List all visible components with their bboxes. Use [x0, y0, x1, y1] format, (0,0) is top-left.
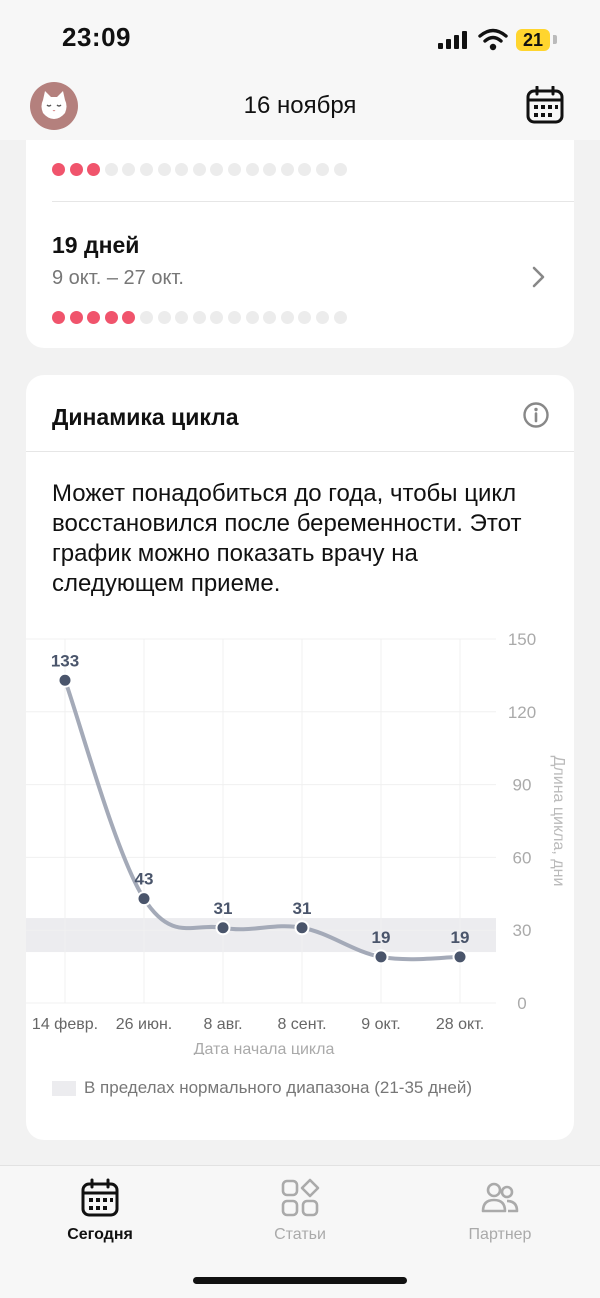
day-dot-empty: [298, 163, 312, 176]
day-dot-empty: [122, 163, 136, 176]
x-tick-label: 9 окт.: [361, 1016, 400, 1033]
day-dot-filled: [69, 311, 83, 324]
calendar-icon[interactable]: [526, 86, 564, 124]
calendar-icon: [81, 1178, 119, 1217]
day-dot-empty: [228, 163, 241, 176]
tab-articles[interactable]: Статьи: [230, 1178, 370, 1244]
card-title: Динамика цикла: [52, 404, 239, 430]
wifi-icon: [478, 28, 508, 51]
data-point: [452, 949, 468, 965]
cycle-length: 19 дней: [52, 232, 140, 258]
bottom-navigation: Сегодня Статьи Партнер: [0, 1165, 600, 1298]
day-dot-empty: [316, 163, 329, 176]
tab-partner-label: Партнер: [468, 1226, 532, 1243]
cycle-dynamics-card: Динамика цикла Может понадобиться до год…: [26, 375, 574, 1140]
day-dot-empty: [228, 311, 241, 324]
data-label: 19: [372, 928, 391, 947]
day-dot-empty: [140, 163, 153, 176]
battery-tip: [553, 35, 557, 44]
day-dot-empty: [245, 311, 259, 324]
battery-indicator: 21: [516, 29, 550, 51]
x-tick-label: 26 июн.: [116, 1016, 172, 1033]
tab-today-label: Сегодня: [67, 1226, 133, 1243]
day-dot-filled: [87, 311, 101, 324]
day-dot-filled: [52, 163, 65, 176]
cycle-length-chart: 0 30 60 90 120 150 133 43 31 31 19 19 14 февр. 26 июн…: [26, 630, 567, 1055]
day-dot-empty: [316, 311, 329, 324]
day-dot-empty: [192, 163, 206, 176]
data-label: 31: [214, 899, 233, 918]
status-bar: 23:09 21: [0, 0, 600, 80]
day-dot-empty: [175, 311, 189, 324]
data-point: [136, 891, 152, 907]
day-dot-filled: [87, 163, 101, 176]
tab-partner[interactable]: Партнер: [430, 1178, 570, 1244]
normal-range-band: [26, 918, 496, 953]
day-dot-empty: [333, 311, 347, 324]
data-point: [215, 920, 231, 936]
day-dot-empty: [245, 163, 259, 176]
cat-avatar-icon: [41, 91, 67, 119]
day-dot-empty: [175, 163, 189, 176]
cycles-card: 19 дней 9 окт. – 27 окт.: [26, 100, 574, 348]
x-tick-label: 8 авг.: [203, 1016, 242, 1033]
cellular-signal-icon: [438, 31, 468, 49]
y-axis-title: Длина цикла, дни: [550, 756, 567, 887]
data-point: [294, 920, 310, 936]
tab-articles-label: Статьи: [274, 1226, 326, 1243]
data-point: [373, 949, 389, 965]
day-dot-empty: [192, 311, 206, 324]
data-label: 133: [51, 651, 79, 670]
top-header: 16 ноября: [0, 80, 600, 140]
y-tick-label: 0: [517, 994, 526, 1013]
day-dot-filled: [122, 311, 136, 324]
series-line: [63, 678, 462, 962]
day-dot-filled: [69, 163, 83, 176]
divider: [52, 201, 574, 202]
normal-range-legend-label: В пределах нормального диапазона (21-35 …: [84, 1078, 473, 1097]
data-point: [57, 672, 73, 688]
day-dot-empty: [280, 311, 294, 324]
x-tick-label: 8 сент.: [277, 1016, 326, 1033]
status-time: 23:09: [62, 22, 131, 52]
day-dot-empty: [333, 163, 347, 176]
articles-icon: [281, 1178, 320, 1217]
chevron-right-icon: [532, 266, 545, 288]
x-tick-label: 14 февр.: [32, 1016, 98, 1033]
data-label: 43: [135, 870, 154, 889]
normal-range-legend-swatch: [52, 1081, 76, 1096]
header-date[interactable]: 16 ноября: [243, 92, 357, 119]
y-tick-label: 90: [513, 776, 532, 795]
day-dot-empty: [140, 311, 153, 324]
divider: [26, 451, 574, 452]
y-tick-label: 120: [508, 703, 536, 722]
day-dot-empty: [263, 311, 277, 324]
day-dot-empty: [210, 163, 224, 176]
data-label: 19: [451, 928, 470, 947]
y-tick-label: 150: [508, 630, 536, 649]
day-dot-empty: [104, 163, 118, 176]
day-dot-empty: [157, 311, 171, 324]
y-tick-label: 60: [513, 848, 532, 867]
card-description: Может понадобиться до года, чтобы цикл в…: [52, 480, 522, 597]
day-dot-empty: [280, 163, 294, 176]
day-dot-empty: [157, 163, 171, 176]
data-label: 31: [293, 899, 312, 918]
partner-icon: [481, 1182, 519, 1213]
tab-today[interactable]: Сегодня: [30, 1178, 170, 1244]
home-indicator: [193, 1277, 407, 1284]
info-icon[interactable]: [522, 401, 550, 429]
day-dot-filled: [52, 311, 65, 324]
x-tick-label: 28 окт.: [436, 1016, 484, 1033]
cycle-date-range: 9 окт. – 27 окт.: [52, 267, 184, 289]
day-dot-empty: [263, 163, 277, 176]
y-tick-label: 30: [513, 921, 532, 940]
x-axis-title: Дата начала цикла: [194, 1041, 335, 1055]
day-dot-empty: [298, 311, 312, 324]
day-dot-empty: [210, 311, 224, 324]
avatar[interactable]: [30, 82, 78, 130]
day-dot-filled: [104, 311, 118, 324]
